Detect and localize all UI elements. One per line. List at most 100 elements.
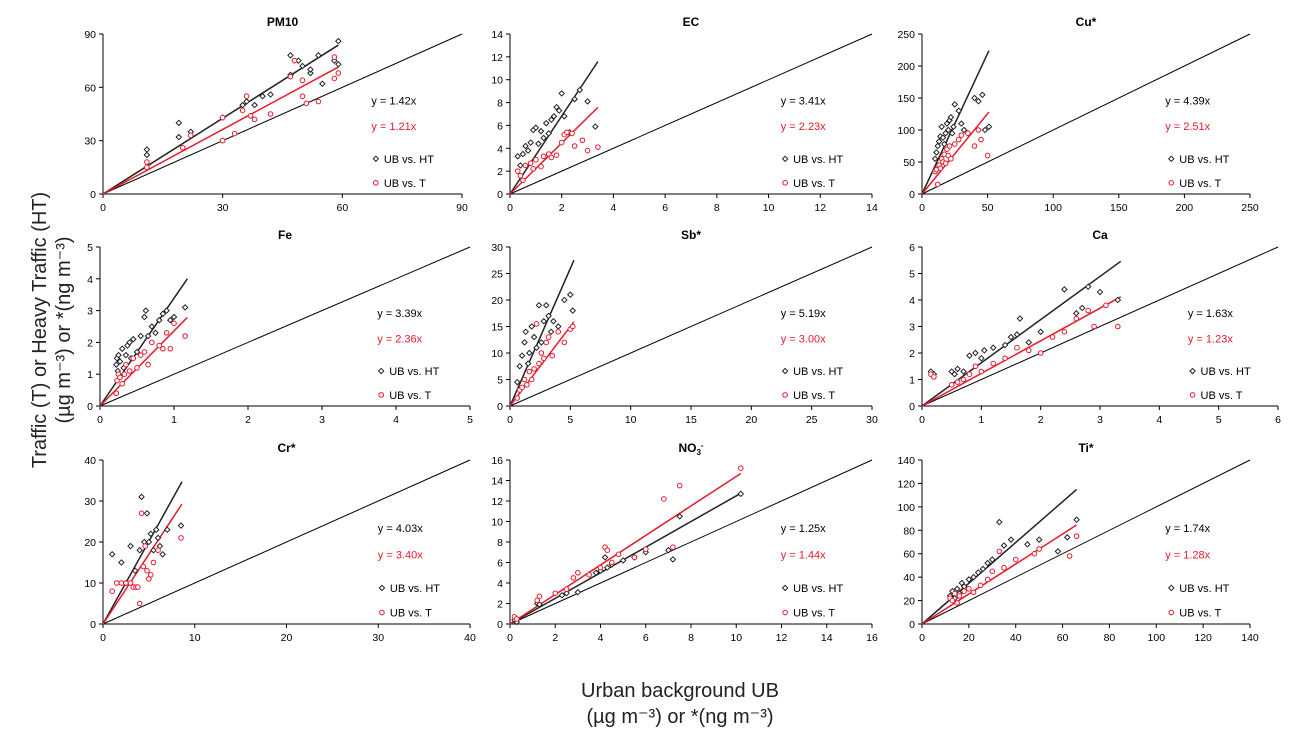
- x-tick-label: 0: [507, 202, 513, 214]
- data-point-t: [1036, 546, 1042, 552]
- x-tick-label: 12: [776, 632, 788, 644]
- data-point-t: [971, 143, 978, 149]
- data-point-ht: [1000, 542, 1008, 549]
- data-point-ht: [315, 52, 322, 59]
- data-point-t: [231, 130, 238, 137]
- data-point-t: [144, 567, 150, 574]
- equation-ht: y = 4.39x: [1165, 95, 1210, 107]
- data-point-ht: [170, 313, 178, 321]
- x-tick-label: 80: [1104, 632, 1116, 644]
- data-point-t: [144, 164, 150, 171]
- data-point-ht: [148, 323, 156, 330]
- legend-label-t: UB vs. T: [793, 178, 835, 190]
- data-point-ht: [319, 80, 326, 88]
- y-axis-label: Traffic (T) or Heavy Traffic (HT) (µg m⁻…: [0, 0, 100, 600]
- data-point-ht: [553, 103, 560, 111]
- y-tick-label: 1: [87, 369, 93, 381]
- data-point-t: [1085, 307, 1091, 314]
- data-point-ht: [527, 139, 534, 146]
- data-point-t: [520, 177, 526, 184]
- fit-line-ht: [509, 259, 575, 407]
- data-point-t: [527, 160, 534, 166]
- x-tick-label: 20: [745, 414, 757, 426]
- data-point-ht: [152, 526, 160, 534]
- data-point-ht: [522, 142, 529, 150]
- x-tick-label: 40: [1010, 632, 1022, 644]
- chart-title: Fe: [278, 228, 292, 242]
- data-point-t: [303, 100, 310, 107]
- data-point-t: [948, 382, 955, 388]
- data-point-ht: [335, 60, 342, 68]
- legend-marker-ht: [1167, 155, 1175, 163]
- data-point-ht: [737, 490, 745, 498]
- data-point-t: [990, 360, 997, 367]
- data-point-t: [113, 390, 120, 397]
- x-tick-label: 0: [919, 632, 925, 644]
- fit-line-ht: [99, 278, 188, 407]
- data-point-ht: [143, 509, 151, 517]
- data-point-t: [1091, 323, 1097, 330]
- data-point-ht: [143, 151, 151, 159]
- equation-t: y = 2.51x: [1165, 121, 1210, 133]
- data-point-ht: [960, 368, 967, 375]
- data-point-t: [1115, 323, 1121, 330]
- x-tick-label: 2: [245, 414, 251, 426]
- y-tick-label: 4: [909, 295, 915, 307]
- data-point-ht: [1025, 339, 1033, 346]
- data-point-ht: [536, 601, 543, 608]
- data-point-ht: [979, 91, 986, 99]
- data-point-ht: [159, 550, 166, 558]
- x-tick-label: 4: [598, 632, 604, 644]
- chart-panel: Fe 0 1 2 3 4 5 0 1 2 3 4 5 y = 3.39x y = 2.36x UB vs. H…: [87, 228, 473, 426]
- legend-label-ht: UB vs. HT: [1179, 154, 1229, 166]
- data-point-ht: [958, 120, 965, 127]
- equation-ht: y = 1.74x: [1165, 523, 1210, 535]
- data-point-t: [1001, 564, 1007, 571]
- data-point-ht: [980, 347, 988, 354]
- data-point-t: [299, 93, 306, 100]
- data-point-ht: [118, 559, 125, 566]
- y-tick-label: 25: [491, 269, 503, 281]
- y-tick-label: 80: [903, 525, 915, 537]
- data-point-ht: [335, 37, 342, 45]
- data-point-t: [642, 546, 649, 552]
- data-point-ht: [138, 493, 145, 501]
- equation-ht: y = 1.63x: [1188, 308, 1233, 320]
- data-point-t: [239, 107, 246, 114]
- fit-line-t: [102, 66, 339, 195]
- data-point-ht: [137, 332, 145, 340]
- data-point-ht: [601, 554, 609, 561]
- data-point-ht: [163, 307, 170, 314]
- x-tick-label: 0: [919, 414, 925, 426]
- x-tick-label: 3: [1097, 414, 1103, 426]
- one-to-one-line: [921, 246, 1279, 407]
- data-point-t: [996, 548, 1003, 555]
- chart-panel: EC 0 2 4 6 8 10 12 14 0 2 4 6 8 10 12 14 y = 3.41x y = 2.2…: [491, 15, 878, 214]
- data-point-ht: [988, 556, 996, 563]
- data-point-ht: [676, 513, 683, 520]
- data-point-t: [961, 588, 967, 595]
- data-point-t: [179, 144, 186, 151]
- data-point-ht: [619, 557, 627, 564]
- data-point-ht: [525, 349, 533, 357]
- data-point-t: [978, 136, 984, 143]
- data-point-t: [676, 482, 683, 489]
- data-point-t: [1037, 350, 1044, 356]
- equation-t: y = 1.44x: [781, 549, 826, 561]
- data-point-ht: [972, 349, 979, 357]
- data-point-ht: [954, 365, 961, 373]
- data-point-t: [949, 597, 956, 604]
- data-point-ht: [532, 124, 540, 132]
- y-axis-label-line1: Traffic (T) or Heavy Traffic (HT): [29, 191, 51, 469]
- data-point-ht: [159, 310, 167, 318]
- y-tick-label: 0: [87, 401, 93, 413]
- x-tick-label: 16: [866, 632, 878, 644]
- data-point-ht: [1013, 331, 1021, 338]
- data-point-ht: [965, 576, 973, 583]
- data-point-ht: [1063, 534, 1071, 541]
- fit-line-t: [99, 316, 188, 407]
- data-point-t: [123, 580, 129, 586]
- data-point-t: [1002, 355, 1008, 362]
- data-point-ht: [145, 538, 153, 546]
- data-point-ht: [299, 62, 306, 70]
